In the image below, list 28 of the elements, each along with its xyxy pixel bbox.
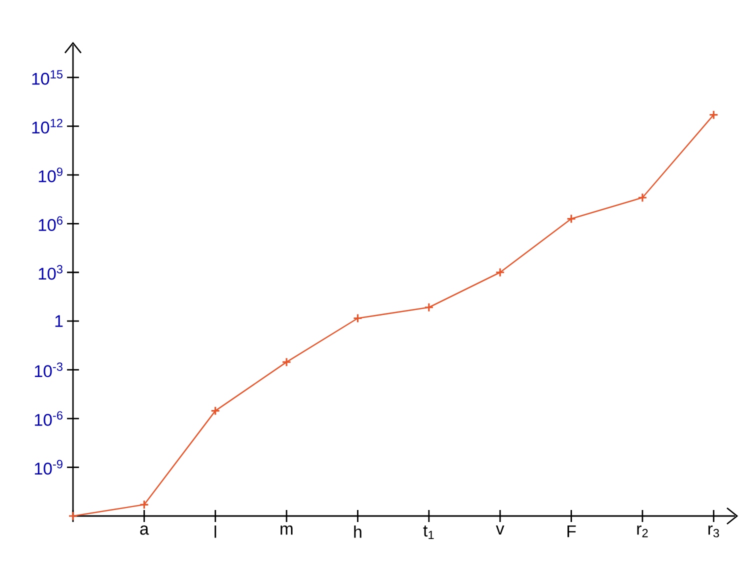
point [638, 192, 648, 202]
x-tick-label: t$_{1}$ [423, 525, 434, 540]
point [495, 268, 505, 278]
y-tick-label: 10$^{15}$ [32, 70, 63, 85]
point [68, 511, 78, 521]
x-tick-label: r$_{2}$ [637, 526, 648, 538]
y-tick-label: 10$^{3}$ [38, 265, 62, 280]
point [139, 500, 149, 510]
point [352, 313, 363, 324]
point [566, 214, 576, 224]
point [708, 110, 718, 120]
x-tick-label: a [140, 526, 149, 535]
y-tick-label: 10$^{6}$ [38, 216, 62, 232]
y-tick-label: 10$^{-9}$ [34, 460, 62, 475]
y-tick-label: 10$^{-3}$ [34, 362, 62, 378]
y-tick-label: 10$^{12}$ [32, 118, 62, 134]
x-tick-label: F [568, 525, 576, 538]
x-tick-label: l [214, 526, 216, 538]
x-tick-label: v [496, 525, 504, 534]
x-tick-label: h [354, 526, 362, 538]
y-tick-label: 10$^{-6}$ [34, 411, 62, 426]
point [424, 302, 434, 312]
y-tick-label: 10$^{9}$ [38, 168, 62, 182]
point [282, 357, 292, 367]
y-tick-label: 1 [55, 315, 63, 327]
x-tick-label: r$_{3}$ [708, 526, 719, 538]
x-tick-label: m [280, 526, 292, 535]
point [210, 406, 220, 416]
